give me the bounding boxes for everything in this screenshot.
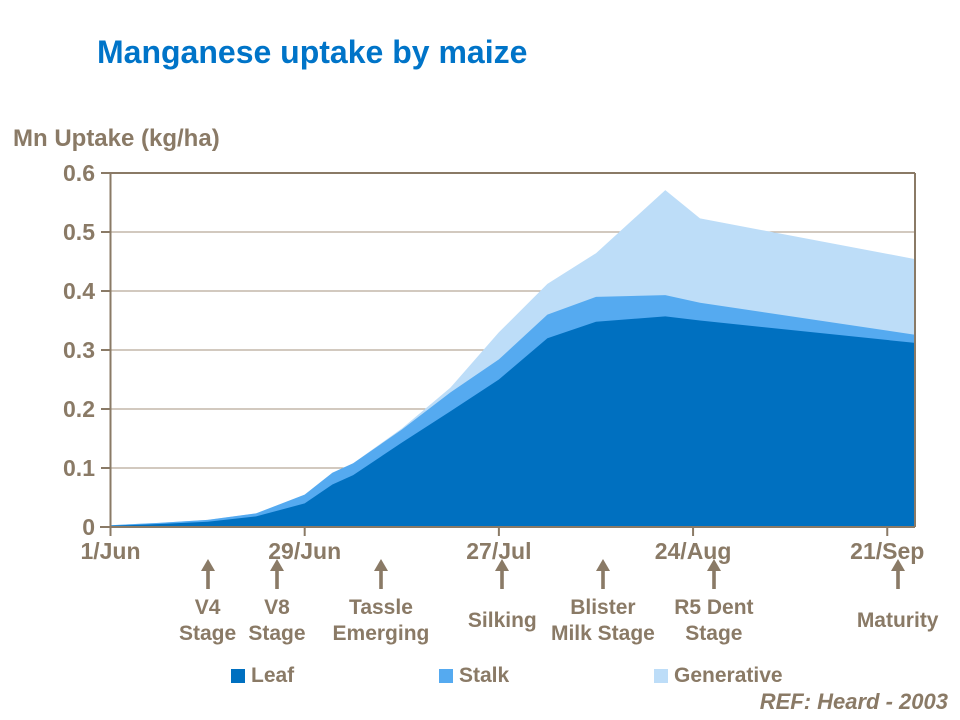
stage-label: Tassle Emerging [332, 596, 430, 645]
area-leaf [110, 316, 915, 527]
stage-label: Maturity [856, 609, 939, 632]
x-tick-label: 24/Aug [654, 538, 732, 564]
y-tick-label: 0.3 [63, 337, 95, 363]
y-tick-label: 0.1 [63, 455, 95, 481]
legend-label: Leaf [251, 664, 295, 687]
stage-arrow [492, 559, 512, 591]
legend-swatch-icon [654, 669, 668, 683]
legend-item: Generative [654, 664, 783, 688]
y-tick-label: 0.6 [63, 160, 95, 186]
up-arrow-icon [373, 559, 388, 589]
reference-citation: REF: Heard - 2003 [759, 689, 948, 714]
legend-swatch-icon [231, 669, 245, 683]
up-arrow-icon [269, 559, 284, 589]
up-arrow-icon [890, 559, 905, 589]
up-arrow-icon [200, 559, 215, 589]
stage-arrow [593, 559, 613, 591]
stage-arrow [198, 559, 218, 591]
up-arrow-icon [706, 559, 721, 589]
legend-item: Stalk [439, 664, 509, 688]
x-tick-label: 29/Jun [268, 538, 342, 564]
y-tick-label: 0.5 [63, 219, 95, 245]
stage-arrow [371, 559, 391, 591]
chart-plot-area [100, 172, 916, 536]
stage-label: R5 Dent Stage [674, 596, 754, 645]
legend-label: Generative [674, 664, 783, 687]
y-tick-label: 0.2 [63, 396, 95, 422]
stage-label: Silking [467, 609, 537, 632]
y-tick-label: 0.4 [63, 278, 95, 304]
y-tick-label: 0 [82, 514, 95, 540]
stage-arrow [267, 559, 287, 591]
x-tick-label: 21/Sep [850, 538, 925, 564]
stage-arrow [704, 559, 724, 591]
legend-item: Leaf [231, 664, 294, 688]
up-arrow-icon [495, 559, 510, 589]
up-arrow-icon [595, 559, 610, 589]
page-title: Manganese uptake by maize [97, 34, 528, 70]
legend-swatch-icon [439, 669, 453, 683]
x-tick-label: 1/Jun [80, 538, 141, 564]
x-tick-label: 27/Jul [466, 538, 532, 564]
legend-label: Stalk [459, 664, 510, 687]
stage-label: V8 Stage [248, 596, 306, 645]
stage-label: Blister Milk Stage [550, 596, 655, 645]
y-axis-title: Mn Uptake (kg/ha) [13, 125, 220, 152]
stage-label: V4 Stage [179, 596, 237, 645]
stage-arrow [888, 559, 908, 591]
